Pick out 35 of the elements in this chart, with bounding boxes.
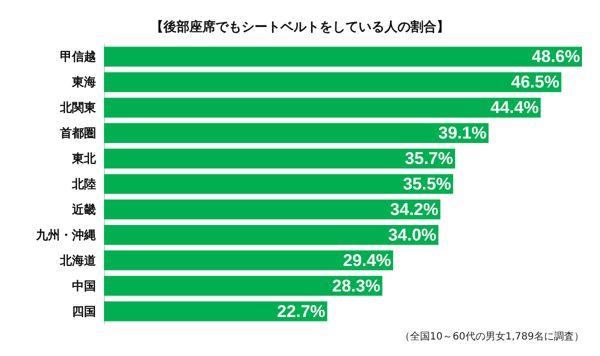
- bar: [104, 301, 328, 322]
- y-tick-label: 北海道: [59, 253, 97, 268]
- bar: [104, 148, 456, 168]
- y-tick-label: 北陸: [71, 177, 96, 191]
- data-label: 35.7%: [404, 149, 454, 168]
- data-label: 29.4%: [342, 250, 392, 270]
- data-label: 22.7%: [277, 302, 326, 321]
- y-tick-label: 四国: [72, 304, 96, 318]
- data-label: 39.1%: [438, 124, 487, 143]
- y-tick-label: 東海: [71, 75, 96, 90]
- text: （全国10～60代の男女1,789名に調査）: [400, 330, 584, 342]
- data-label: 48.6%: [532, 47, 580, 66]
- bar: [104, 72, 562, 92]
- bar: [104, 200, 440, 220]
- data-label: 34.2%: [390, 200, 438, 219]
- y-tick-label: 甲信越: [60, 50, 96, 64]
- data-label: 34.0%: [388, 225, 436, 244]
- y-tick-label: 九州・沖縄: [35, 228, 96, 242]
- bar: [104, 224, 438, 245]
- data-label: 46.5%: [511, 72, 560, 92]
- y-tick-label: 首都圏: [59, 126, 96, 140]
- bar: [104, 174, 454, 194]
- bar: [104, 46, 582, 67]
- data-label: 35.5%: [402, 174, 452, 194]
- chart-title: 【後部座席でもシートベルトをしている人の割合】: [150, 19, 450, 35]
- bar: [104, 276, 382, 296]
- y-tick-label: 北関東: [59, 100, 97, 115]
- data-label: 44.4%: [490, 98, 539, 118]
- y-tick-label: 中国: [72, 278, 96, 293]
- y-tick-label: 近畿: [71, 202, 96, 216]
- y-tick-label: 東北: [71, 152, 97, 166]
- bar: [104, 123, 489, 144]
- bar: [104, 98, 541, 118]
- data-label: 28.3%: [332, 276, 380, 296]
- bar: [104, 250, 394, 270]
